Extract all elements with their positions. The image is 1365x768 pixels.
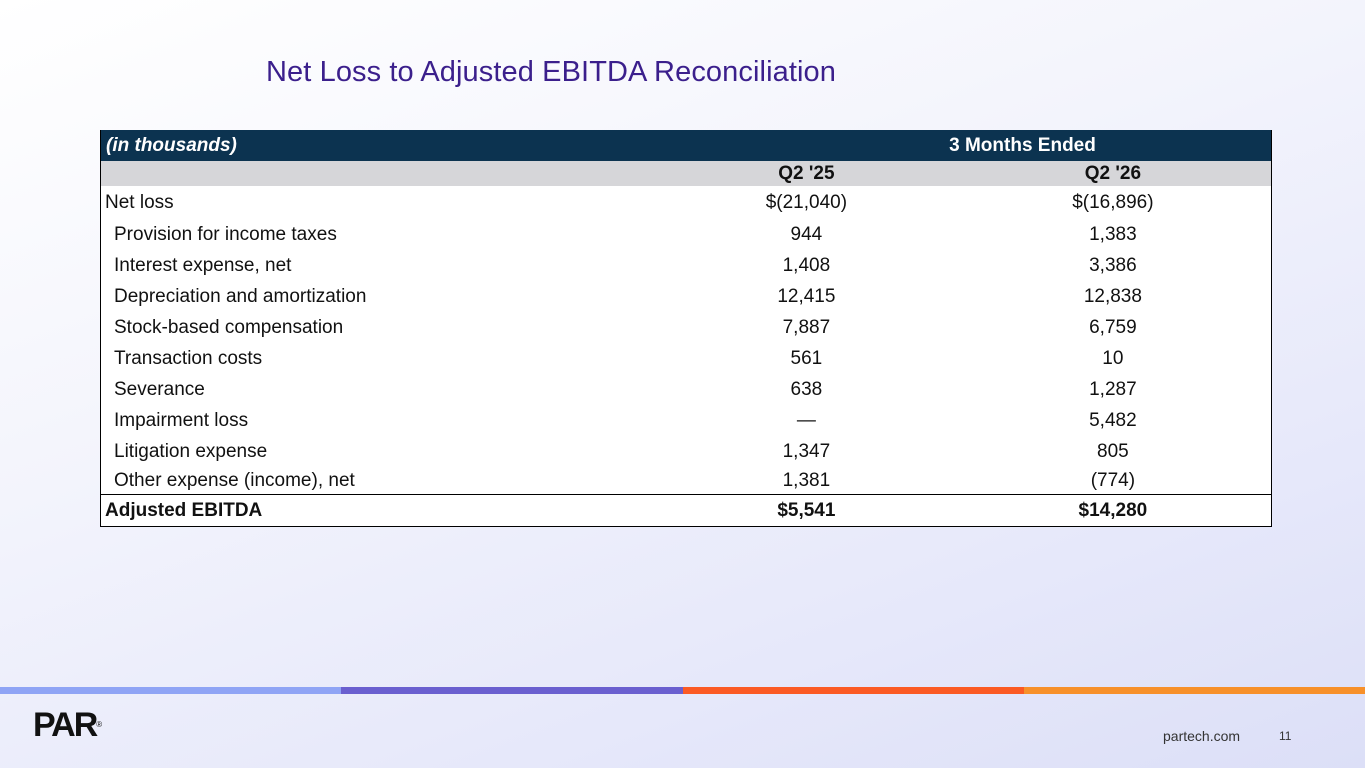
website-link[interactable]: partech.com bbox=[1163, 728, 1241, 744]
table-row: Litigation expense 1,347 805 bbox=[100, 436, 1272, 467]
row-value-q2-25: 7,887 bbox=[658, 312, 955, 343]
row-value-q2-25: $(21,040) bbox=[658, 186, 955, 219]
registered-mark: ® bbox=[96, 720, 103, 729]
row-value-q2-26: 12,838 bbox=[954, 281, 1272, 312]
row-label: Severance bbox=[100, 374, 658, 405]
row-value-q2-25: 638 bbox=[658, 374, 955, 405]
row-label: Depreciation and amortization bbox=[100, 281, 658, 312]
row-value-q2-25: 561 bbox=[658, 343, 955, 374]
row-label: Transaction costs bbox=[100, 343, 658, 374]
row-value-q2-26: 6,759 bbox=[954, 312, 1272, 343]
row-label: Interest expense, net bbox=[100, 250, 658, 281]
row-label: Impairment loss bbox=[100, 405, 658, 436]
row-value-q2-26: 1,287 bbox=[954, 374, 1272, 405]
row-label: Net loss bbox=[100, 186, 658, 219]
table-row: Net loss $(21,040) $(16,896) bbox=[100, 186, 1272, 219]
row-value-q2-26: (774) bbox=[954, 467, 1272, 495]
total-value-q2-26: $14,280 bbox=[954, 494, 1272, 527]
row-label: Provision for income taxes bbox=[100, 219, 658, 250]
row-value-q2-25: 1,408 bbox=[658, 250, 955, 281]
page-title: Net Loss to Adjusted EBITDA Reconciliati… bbox=[266, 56, 836, 88]
row-label: Litigation expense bbox=[100, 436, 658, 467]
row-label: Stock-based compensation bbox=[100, 312, 658, 343]
page-number: 11 bbox=[1279, 729, 1292, 743]
row-value-q2-26: 5,482 bbox=[954, 405, 1272, 436]
row-label: Other expense (income), net bbox=[100, 467, 658, 495]
total-label: Adjusted EBITDA bbox=[100, 494, 658, 527]
row-value-q2-26: 805 bbox=[954, 436, 1272, 467]
logo-text: PAR bbox=[33, 706, 98, 744]
table-row: Transaction costs 561 10 bbox=[100, 343, 1272, 374]
column-header-row: Q2 '25 Q2 '26 bbox=[100, 161, 1272, 186]
table-header-row: (in thousands) 3 Months Ended bbox=[100, 130, 1272, 161]
column-header-blank bbox=[100, 161, 658, 186]
stripe-segment-3 bbox=[682, 687, 1024, 694]
row-value-q2-25: — bbox=[658, 405, 955, 436]
row-value-q2-25: 12,415 bbox=[658, 281, 955, 312]
row-value-q2-26: 1,383 bbox=[954, 219, 1272, 250]
row-value-q2-26: $(16,896) bbox=[954, 186, 1272, 219]
row-value-q2-26: 3,386 bbox=[954, 250, 1272, 281]
stripe-segment-1 bbox=[0, 687, 342, 694]
table-row: Other expense (income), net 1,381 (774) bbox=[100, 467, 1272, 495]
column-header-q2-25: Q2 '25 bbox=[658, 161, 955, 186]
par-logo: PAR® bbox=[33, 708, 102, 742]
row-value-q2-25: 1,381 bbox=[658, 467, 955, 495]
table-row: Impairment loss — 5,482 bbox=[100, 405, 1272, 436]
table-row: Severance 638 1,287 bbox=[100, 374, 1272, 405]
total-value-q2-25: $5,541 bbox=[658, 494, 955, 527]
total-row: Adjusted EBITDA $5,541 $14,280 bbox=[100, 494, 1272, 527]
units-label: (in thousands) bbox=[100, 130, 658, 161]
table-row: Interest expense, net 1,408 3,386 bbox=[100, 250, 1272, 281]
period-header: 3 Months Ended bbox=[658, 130, 1272, 161]
footer-color-stripe bbox=[0, 687, 1365, 694]
stripe-segment-4 bbox=[1023, 687, 1365, 694]
row-value-q2-26: 10 bbox=[954, 343, 1272, 374]
row-value-q2-25: 1,347 bbox=[658, 436, 955, 467]
reconciliation-table: (in thousands) 3 Months Ended Q2 '25 Q2 … bbox=[100, 130, 1272, 527]
row-value-q2-25: 944 bbox=[658, 219, 955, 250]
column-header-q2-26: Q2 '26 bbox=[954, 161, 1272, 186]
table-row: Provision for income taxes 944 1,383 bbox=[100, 219, 1272, 250]
table-row: Stock-based compensation 7,887 6,759 bbox=[100, 312, 1272, 343]
table-row: Depreciation and amortization 12,415 12,… bbox=[100, 281, 1272, 312]
stripe-segment-2 bbox=[341, 687, 683, 694]
